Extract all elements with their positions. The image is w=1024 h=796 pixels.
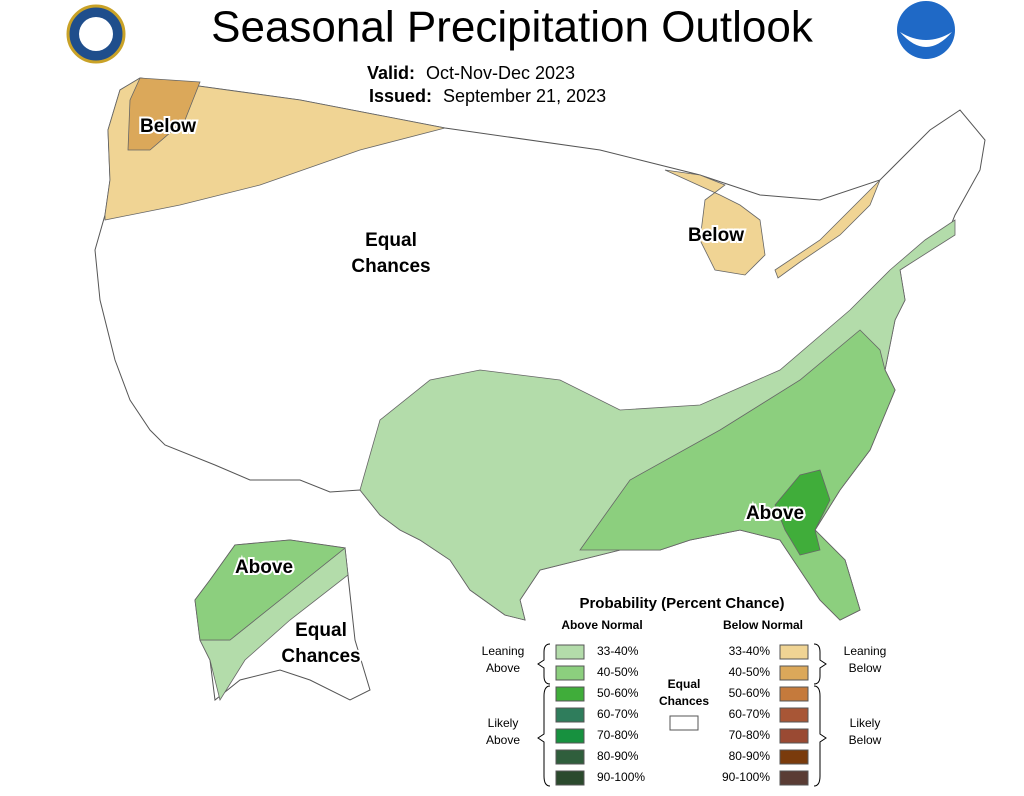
legend-label: 33-40% — [597, 644, 639, 658]
legend-swatch — [779, 686, 809, 702]
legend-label: 40-50% — [597, 665, 639, 679]
legend-swatch — [779, 644, 809, 660]
map-label: Below — [140, 116, 196, 137]
map-label: Below — [688, 225, 744, 246]
map-label: Equal — [295, 620, 347, 641]
region-alaska-40 — [194, 539, 346, 641]
region-below-leaning — [104, 77, 446, 221]
map-label: Above — [235, 557, 293, 578]
noaa-logo-bird — [900, 32, 952, 47]
legend-group-label: Above — [486, 661, 520, 675]
legend-above-header: Above Normal — [561, 618, 642, 632]
valid: Oct-Nov-Dec 2023 — [426, 63, 575, 83]
commerce-logo-inner — [79, 17, 113, 51]
region-below-lakes — [774, 179, 881, 279]
legend-swatch — [555, 707, 585, 723]
map-label: Chances — [351, 256, 430, 277]
region-below-michigan — [664, 169, 766, 276]
map-label: Equal — [365, 230, 417, 251]
legend-swatch — [779, 707, 809, 723]
legend-title: Probability (Percent Chance) — [579, 595, 784, 612]
legend-label: 40-50% — [729, 665, 771, 679]
legend-swatch — [555, 686, 585, 702]
legend-group-label: Chances — [659, 694, 709, 708]
legend-label: 33-40% — [729, 644, 771, 658]
map-labels: Below Equal Chances Below Above Above Equal Cha… — [138, 114, 806, 669]
legend-label: 80-90% — [729, 749, 771, 763]
legend-label: 80-90% — [597, 749, 639, 763]
title: Seasonal Precipitation Outlook — [211, 3, 814, 52]
noaa-logo — [897, 1, 955, 59]
brace — [537, 685, 551, 787]
brace — [537, 643, 551, 685]
legend-label: 50-60% — [597, 686, 639, 700]
valid-label: Valid: — [367, 63, 415, 83]
legend-label: 60-70% — [729, 707, 771, 721]
brace — [813, 643, 827, 685]
legend-group-label: Below — [849, 661, 882, 675]
legend-label: 70-80% — [597, 728, 639, 742]
legend-swatch — [779, 749, 809, 765]
legend-swatch — [779, 728, 809, 744]
legend-swatch — [555, 728, 585, 744]
map-label: Above — [746, 503, 804, 524]
legend-swatch — [555, 749, 585, 765]
legend-group-label: Leaning — [844, 644, 887, 658]
issued-label: Issued: — [369, 86, 432, 106]
legend-label: 60-70% — [597, 707, 639, 721]
legend-swatch — [555, 665, 585, 681]
legend-below-header: Below Normal — [723, 618, 803, 632]
legend-group-label: Leaning — [482, 644, 525, 658]
legend-group-label: Equal — [668, 677, 701, 691]
legend-swatch — [555, 644, 585, 660]
legend-group-label: Below — [849, 733, 882, 747]
legend-label: 70-80% — [729, 728, 771, 742]
map-label: Chances — [281, 646, 360, 667]
legend-group-label: Likely — [488, 716, 519, 730]
legend-swatch — [779, 770, 809, 786]
legend: 33-40% 40-50% 50-60% 60-70% 70-80% 80-90% 90-1… — [482, 644, 887, 786]
issued: September 21, 2023 — [443, 86, 606, 106]
map — [94, 77, 986, 702]
legend-group-label: Above — [486, 733, 520, 747]
legend-swatch — [555, 770, 585, 786]
region-above-50 — [774, 469, 831, 556]
brace — [813, 685, 827, 787]
legend-swatch — [779, 665, 809, 681]
legend-group-label: Likely — [850, 716, 881, 730]
legend-label: 50-60% — [729, 686, 771, 700]
legend-label: 90-100% — [722, 770, 770, 784]
region-below-40 — [127, 77, 201, 151]
legend-label: 90-100% — [597, 770, 645, 784]
equal-swatch — [669, 715, 699, 731]
